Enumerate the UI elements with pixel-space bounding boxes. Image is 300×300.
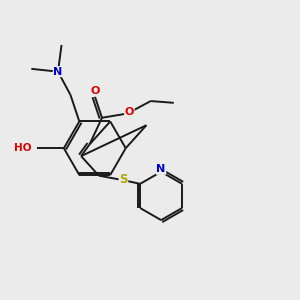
Text: N: N bbox=[157, 164, 166, 174]
Text: HO: HO bbox=[14, 143, 32, 153]
Text: O: O bbox=[125, 107, 134, 117]
Text: N: N bbox=[53, 67, 63, 77]
Text: S: S bbox=[119, 173, 128, 186]
Text: O: O bbox=[90, 86, 100, 96]
